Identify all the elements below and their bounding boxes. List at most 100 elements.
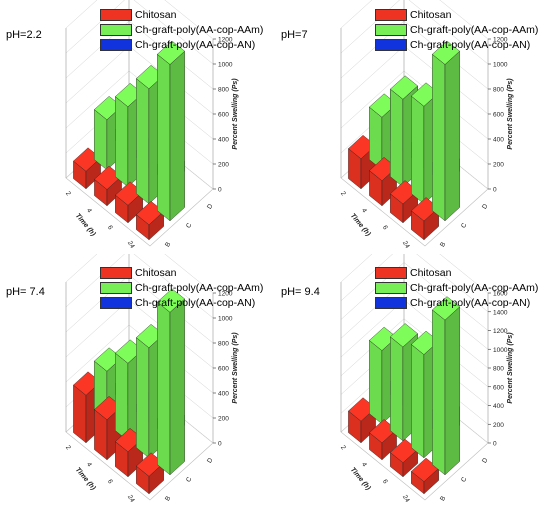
grid-line (340, 0, 489, 40)
depth-tick-label: B (164, 241, 172, 248)
legend-item: Ch-graft-poly(AA-cop-AN) (375, 296, 538, 310)
bar (114, 339, 144, 442)
legend-label: Ch-graft-poly(AA-cop-AAm) (135, 282, 264, 294)
x-tick-label: 4 (85, 207, 93, 214)
bar-face-left (432, 53, 446, 222)
x-axis-title: Time (h) (349, 466, 372, 492)
legend-label: Ch-graft-poly(AA-cop-AN) (410, 297, 531, 309)
legend-swatch (375, 39, 407, 51)
bar (389, 180, 419, 224)
bar-face-right (444, 306, 460, 476)
legend-swatch (375, 297, 407, 309)
bar-face-top (135, 452, 165, 477)
grid-line (65, 254, 214, 294)
legend: Chitosan Ch-graft-poly(AA-cop-AAm) Ch-graf… (100, 266, 263, 311)
chart-panel-ph-9-4: 0 200 400 600 800 1000 1200 1400 1600 Percent Swe… (275, 254, 550, 508)
legend: Chitosan Ch-graft-poly(AA-cop-AAm) Ch-graf… (375, 8, 538, 53)
bar-face-left (390, 336, 404, 442)
z-tick-label: 600 (493, 384, 504, 391)
legend-swatch (100, 39, 132, 51)
grid-line (65, 0, 214, 65)
legend-label: Chitosan (135, 9, 177, 21)
legend-label: Ch-graft-poly(AA-cop-AN) (135, 297, 256, 309)
legend-swatch (100, 9, 132, 21)
x-tick-label: 6 (106, 224, 114, 231)
legend: Chitosan Ch-graft-poly(AA-cop-AAm) Ch-graf… (375, 266, 538, 311)
z-tick-label: 1000 (218, 62, 233, 69)
bar-face-left (94, 109, 108, 171)
chart-panel-ph-7-4: 0 200 400 600 800 1000 1200 Percent Swelling (P… (0, 254, 275, 508)
bar-face-left (157, 53, 171, 222)
z-tick-label: 200 (493, 422, 504, 429)
legend-item: Chitosan (375, 266, 538, 280)
bar-face-left (369, 106, 383, 171)
bar-face-top (94, 165, 122, 190)
z-tick-label: 600 (493, 112, 504, 119)
ph-label: pH= 9.4 (281, 286, 320, 298)
z-tick-label: 0 (218, 187, 222, 194)
legend-item: Ch-graft-poly(AA-cop-AN) (100, 38, 263, 52)
z-tick-label: 1600 (493, 291, 508, 298)
z-tick-label: 200 (218, 416, 229, 423)
z-tick-label: 1200 (218, 37, 233, 44)
bar (348, 397, 376, 444)
grid-line (65, 0, 214, 40)
grid-line (340, 0, 489, 65)
bar-face-top (73, 147, 101, 172)
legend-swatch (375, 282, 407, 294)
x-axis-title: Time (h) (349, 212, 372, 238)
bar (431, 40, 461, 222)
chart-panel-ph-7: 0 200 400 600 800 1000 1200 Percent Swelling (P… (275, 0, 550, 254)
x-tick-label: 24 (401, 240, 411, 250)
plot-svg: 0 200 400 600 800 1000 1200 1400 1600 Percent Swe… (339, 254, 514, 504)
depth-tick-label: C (185, 222, 194, 230)
bar-face-right (444, 50, 460, 222)
legend-label: Ch-graft-poly(AA-cop-AAm) (135, 24, 264, 36)
z-tick-label: 600 (218, 366, 229, 373)
z-axis-title: Percent Swelling (Ps) (507, 78, 514, 150)
bar (156, 288, 186, 476)
z-tick-label: 400 (493, 137, 504, 144)
x-tick-label: 24 (126, 240, 136, 250)
legend-label: Ch-graft-poly(AA-cop-AAm) (410, 282, 539, 294)
plot-svg: 0 200 400 600 800 1000 1200 Percent Swelling (P… (64, 254, 239, 504)
bar-face-left (136, 337, 150, 459)
x-tick-label: 2 (64, 444, 72, 451)
bar-face-left (115, 96, 129, 188)
bar (389, 438, 419, 478)
z-tick-label: 400 (493, 403, 504, 410)
bar-face-left (390, 88, 404, 188)
z-tick-label: 1000 (218, 316, 233, 323)
bar-face-right (169, 50, 185, 222)
legend-item: Ch-graft-poly(AA-cop-AAm) (100, 23, 263, 37)
z-tick-label: 1200 (493, 328, 508, 335)
bar-face-left (411, 95, 425, 205)
x-axis-title: Time (h) (74, 466, 97, 492)
legend-item: Chitosan (100, 8, 263, 22)
z-tick-label: 400 (218, 137, 229, 144)
z-tick-label: 600 (218, 112, 229, 119)
depth-tick-label: C (185, 476, 194, 484)
depth-tick-label: B (439, 495, 447, 502)
bar (73, 147, 101, 190)
bar-face-top (369, 419, 397, 444)
legend-label: Ch-graft-poly(AA-cop-AN) (135, 39, 256, 51)
legend: Chitosan Ch-graft-poly(AA-cop-AAm) Ch-graf… (100, 8, 263, 53)
plot-svg: 0 200 400 600 800 1000 1200 Percent Swelling (P… (64, 0, 239, 250)
z-tick-label: 800 (218, 341, 229, 348)
bar-face-right (169, 298, 185, 476)
z-tick-label: 800 (493, 366, 504, 373)
legend-item: Ch-graft-poly(AA-cop-AAm) (375, 281, 538, 295)
plot-svg: 0 200 400 600 800 1000 1200 Percent Swelling (P… (339, 0, 514, 250)
bar (94, 165, 122, 207)
bar-face-top (410, 197, 440, 222)
z-tick-label: 1000 (493, 62, 508, 69)
ph-label: pH= 7.4 (6, 286, 45, 298)
depth-tick-label: D (206, 457, 215, 465)
legend-swatch (100, 282, 132, 294)
legend-item: Chitosan (100, 266, 263, 280)
z-tick-label: 1200 (493, 37, 508, 44)
x-tick-label: 6 (381, 478, 389, 485)
bar-face-top (114, 181, 144, 206)
